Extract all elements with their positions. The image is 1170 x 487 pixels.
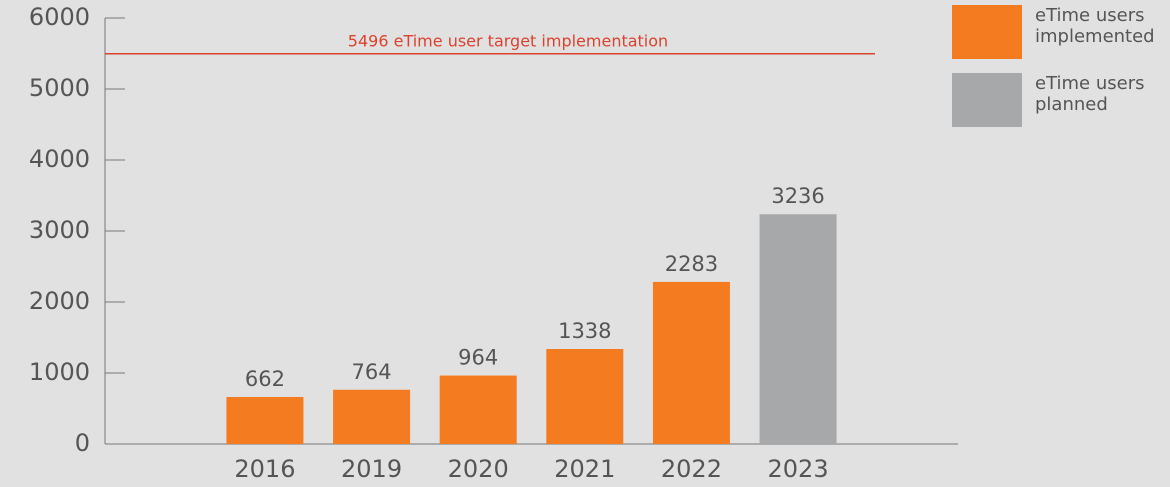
- x-tick-label: 2019: [341, 455, 402, 483]
- legend-label: eTime users implemented: [1035, 5, 1155, 47]
- x-tick-label: 2016: [234, 455, 295, 483]
- data-label: 2283: [665, 252, 718, 276]
- bar: [439, 375, 517, 444]
- bar: [759, 214, 837, 444]
- data-label: 964: [458, 346, 498, 370]
- target-label: 5496 eTime user target implementation: [348, 31, 668, 50]
- y-tick-label: 4000: [29, 145, 90, 173]
- legend-swatch: [952, 5, 1022, 59]
- y-tick-label: 5000: [29, 74, 90, 102]
- data-label: 662: [245, 367, 285, 391]
- bar: [333, 389, 411, 444]
- x-tick-label: 2021: [554, 455, 615, 483]
- y-tick-label: 6000: [29, 3, 90, 31]
- x-tick-label: 2023: [768, 455, 829, 483]
- y-tick-label: 0: [75, 429, 90, 457]
- bar: [546, 349, 624, 444]
- bar: [652, 281, 730, 444]
- data-label: 1338: [558, 319, 611, 343]
- legend-item: eTime users planned: [952, 73, 1170, 127]
- legend-swatch: [952, 73, 1022, 127]
- legend-label: eTime users planned: [1035, 73, 1145, 115]
- x-tick-label: 2022: [661, 455, 722, 483]
- y-tick-label: 3000: [29, 216, 90, 244]
- y-tick-label: 1000: [29, 358, 90, 386]
- x-tick-label: 2020: [448, 455, 509, 483]
- data-label: 764: [352, 360, 392, 384]
- bar: [226, 396, 304, 444]
- data-label: 3236: [771, 184, 824, 208]
- legend-item: eTime users implemented: [952, 5, 1170, 59]
- y-tick-label: 2000: [29, 287, 90, 315]
